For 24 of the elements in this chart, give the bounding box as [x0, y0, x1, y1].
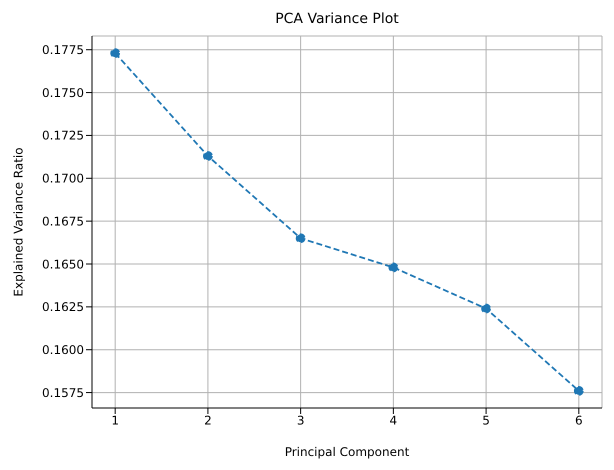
x-tick-label: 6: [575, 414, 583, 428]
y-axis-title: Explained Variance Ratio: [11, 147, 26, 297]
point: [296, 233, 306, 244]
y-tick-label: 0.1650: [42, 257, 84, 272]
x-tick-label: 1: [111, 414, 119, 428]
point: [481, 304, 491, 314]
x-tick-label: 3: [296, 414, 304, 428]
y-tick-label: 0.1775: [42, 42, 84, 57]
point: [110, 48, 120, 58]
x-tick-label: 5: [482, 414, 490, 428]
y-tick-label: 0.1575: [42, 386, 84, 400]
y-tick-label: 0.1600: [42, 342, 84, 357]
chart-title: PCA Variance Plot: [274, 10, 400, 29]
y-tick-label: 0.1700: [42, 172, 84, 186]
x-axis-title: Principal Component: [284, 445, 410, 459]
point: [388, 262, 398, 272]
x-tick-label: 4: [390, 414, 398, 428]
x-tick-label: 2: [204, 414, 212, 428]
point: [203, 151, 213, 161]
y-tick-label: 0.1675: [42, 214, 84, 228]
y-tick-label: 0.1625: [42, 300, 84, 314]
y-tick-label: 0.1725: [42, 128, 84, 143]
point: [574, 386, 584, 396]
y-tick-label: 0.1750: [42, 86, 84, 100]
